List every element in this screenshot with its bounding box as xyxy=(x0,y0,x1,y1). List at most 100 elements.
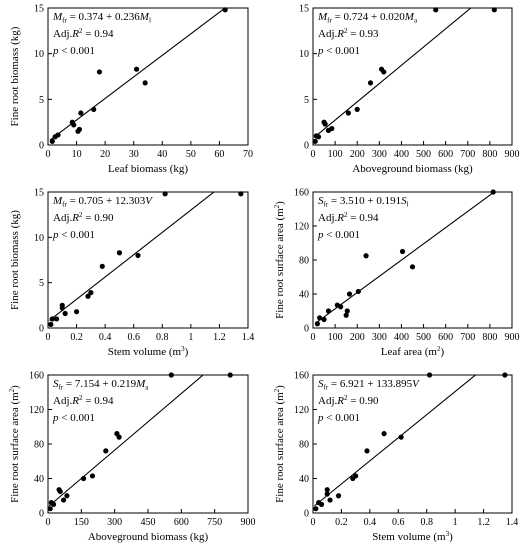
x-tick-label: 200 xyxy=(350,332,365,343)
panel-1: 0 10 20 30 40 50 60 70 0 5 10 15 Leaf biomass (kg) Fi… xyxy=(9,4,253,176)
x-tick-label: 1.4 xyxy=(506,517,519,528)
p-value: p < 0.001 xyxy=(317,412,360,424)
y-tick-label: 0 xyxy=(304,324,309,335)
y-axis-label: Fine root surface area (m2) xyxy=(8,385,21,503)
x-tick-label: 900 xyxy=(505,149,520,160)
data-point xyxy=(71,122,77,128)
data-point xyxy=(135,252,141,259)
x-tick-label: 300 xyxy=(372,149,387,160)
panel-2: 0 100 200 300 400 500 600 700 800 900 0 5 10 15 Aboveg… xyxy=(299,4,520,176)
data-point xyxy=(312,138,318,144)
data-point xyxy=(322,121,328,127)
x-tick-label: 150 xyxy=(74,517,89,528)
data-point xyxy=(315,134,322,140)
data-point xyxy=(91,106,97,112)
x-tick-label: 750 xyxy=(207,517,222,528)
x-tick-label: 1 xyxy=(188,332,193,343)
data-point xyxy=(502,372,508,378)
data-point xyxy=(367,80,374,86)
x-tick-label: 60 xyxy=(214,149,224,160)
x-tick-label: 20 xyxy=(100,149,110,160)
data-point xyxy=(60,497,67,503)
y-tick-label: 80 xyxy=(299,440,309,451)
data-point xyxy=(62,310,68,317)
data-point xyxy=(363,253,369,259)
y-tick-label: 120 xyxy=(294,405,309,416)
panel-6: 0 0.2 0.4 0.6 0.8 1 1.2 1.4 0 40 80 120 160 Stem volu… xyxy=(273,371,519,544)
x-tick-label: 0 xyxy=(46,149,51,160)
y-tick-label: 0 xyxy=(39,324,44,335)
data-point xyxy=(355,288,361,295)
data-point xyxy=(317,315,323,321)
x-tick-label: 0.6 xyxy=(127,332,140,343)
y-tick-label: 10 xyxy=(34,49,44,60)
x-tick-label: 900 xyxy=(505,332,520,343)
x-tick-label: 600 xyxy=(438,332,453,343)
adjusted-r-squared: Adj.R2 = 0.90 xyxy=(318,394,379,407)
data-point xyxy=(325,308,332,314)
data-point xyxy=(78,110,84,116)
regression-equation: Sfr = 3.510 + 0.191Sl xyxy=(318,195,409,209)
x-tick-label: 400 xyxy=(394,149,409,160)
data-point xyxy=(168,372,174,378)
data-point xyxy=(238,191,244,197)
data-point xyxy=(381,69,387,75)
y-tick-label: 5 xyxy=(39,95,44,106)
x-tick-label: 0.4 xyxy=(364,517,377,528)
x-tick-label: 300 xyxy=(107,517,122,528)
data-point xyxy=(142,80,148,86)
plot-frame xyxy=(47,7,249,146)
x-axis-label: Aboveground biomass (kg) xyxy=(88,531,209,543)
y-tick-label: 0 xyxy=(304,141,309,152)
data-point xyxy=(73,309,80,315)
x-tick-label: 0 xyxy=(311,149,316,160)
adjusted-r-squared: Adj.R2 = 0.90 xyxy=(53,211,114,224)
x-tick-label: 0.2 xyxy=(70,332,83,343)
data-point xyxy=(346,291,353,297)
y-axis-label: Fine root biomass (kg) xyxy=(9,26,21,126)
x-tick-label: 200 xyxy=(350,149,365,160)
data-point xyxy=(53,316,60,322)
data-point xyxy=(343,312,349,318)
x-axis-label: Aboveground biomass (kg) xyxy=(352,163,473,175)
panel-5: 0 150 300 450 600 750 900 0 40 80 120 160 Abovegroun… xyxy=(8,371,256,544)
y-tick-label: 10 xyxy=(299,49,309,60)
data-point xyxy=(364,448,370,454)
y-tick-label: 0 xyxy=(39,141,44,152)
data-point xyxy=(327,497,333,503)
x-tick-label: 0.6 xyxy=(392,517,405,528)
x-tick-label: 900 xyxy=(241,517,256,528)
regression-line xyxy=(49,8,226,141)
y-tick-label: 80 xyxy=(299,256,309,267)
regression-equation: Sfr = 6.921 + 133.895V xyxy=(318,378,420,392)
p-value: p < 0.001 xyxy=(317,45,360,57)
x-axis-label: Stem volume (m3) xyxy=(372,530,453,543)
y-tick-label: 120 xyxy=(29,405,44,416)
data-point xyxy=(116,434,122,440)
x-tick-label: 40 xyxy=(157,149,167,160)
data-point xyxy=(324,487,330,493)
x-tick-label: 600 xyxy=(438,149,453,160)
y-tick-label: 15 xyxy=(34,4,44,15)
data-point xyxy=(381,431,387,437)
y-axis-label: Fine root surface area (m2) xyxy=(273,201,286,319)
regression-line xyxy=(314,192,496,324)
data-point xyxy=(345,110,351,116)
x-axis-label: Leaf biomass (kg) xyxy=(108,163,188,175)
data-point xyxy=(335,493,342,499)
data-point xyxy=(133,66,140,72)
x-tick-label: 500 xyxy=(416,332,431,343)
x-tick-label: 70 xyxy=(243,149,253,160)
y-tick-label: 40 xyxy=(34,474,44,485)
y-tick-label: 10 xyxy=(34,233,44,244)
p-value: p < 0.001 xyxy=(52,45,95,57)
adjusted-r-squared: Adj.R2 = 0.93 xyxy=(318,27,379,40)
x-tick-label: 0 xyxy=(311,517,316,528)
regression-equation: Mfr = 0.374 + 0.236Ml xyxy=(52,11,151,25)
p-value: p < 0.001 xyxy=(52,229,95,241)
y-tick-label: 40 xyxy=(299,474,309,485)
y-tick-label: 5 xyxy=(304,95,309,106)
x-tick-label: 800 xyxy=(482,332,497,343)
data-point xyxy=(88,290,94,296)
